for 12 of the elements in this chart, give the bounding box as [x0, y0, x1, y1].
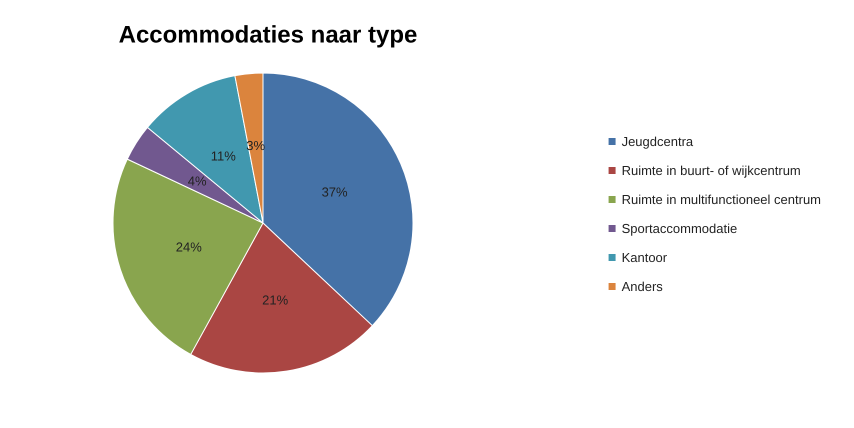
data-label: 11%: [210, 148, 236, 164]
legend-label: Anders: [622, 279, 664, 294]
data-label: 24%: [176, 240, 202, 255]
data-label: 37%: [322, 184, 348, 200]
legend-label: Jeugdcentra: [622, 134, 694, 149]
data-label: 4%: [188, 174, 207, 189]
legend-label: Ruimte in multifunctioneel centrum: [622, 192, 822, 207]
legend-label: Kantoor: [622, 250, 668, 265]
data-label: 21%: [262, 292, 289, 308]
legend-label: Ruimte in buurt- of wijkcentrum: [622, 163, 801, 178]
legend-label: Sportaccommodatie: [622, 221, 738, 236]
chart-title: Accommodaties naar type: [118, 22, 418, 48]
